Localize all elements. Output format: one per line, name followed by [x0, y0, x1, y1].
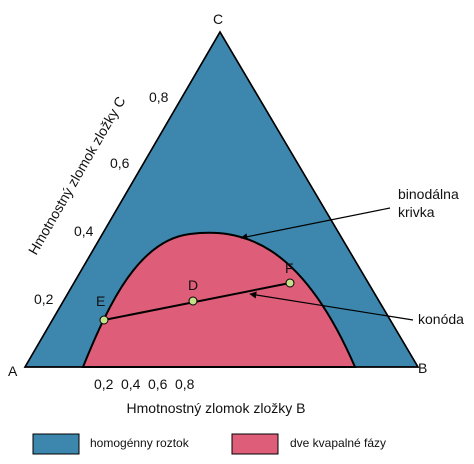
- vertex-c-label: C: [213, 11, 223, 27]
- point-e-marker: [99, 315, 109, 325]
- point-d-label: D: [188, 277, 198, 293]
- tieline-arrow: [249, 291, 414, 321]
- b-tick-0.8: 0,8: [175, 376, 195, 392]
- b-tick-0.4: 0,4: [121, 376, 141, 392]
- binodal-arrow: [240, 207, 391, 241]
- legend-two-phase-swatch: [231, 433, 279, 455]
- tieline-annotation: konóda: [418, 311, 464, 327]
- point-d-marker: [188, 296, 198, 306]
- legend-two-phase-label: dve kvapalné fázy: [290, 436, 386, 450]
- triangle-outline: [23, 30, 420, 368]
- c-tick-0.2: 0,2: [34, 291, 54, 307]
- b-tick-0.6: 0,6: [148, 376, 168, 392]
- binodal-curve-region: [81, 231, 357, 368]
- vertex-b-label: B: [418, 360, 427, 376]
- binodal-annotation-line1: binodálna: [398, 186, 459, 202]
- axis-b-title: Hmotnostný zlomok zložky B: [127, 400, 306, 416]
- vertex-a-label: A: [8, 363, 18, 379]
- c-tick-0.6: 0,6: [110, 155, 130, 171]
- c-tick-0.4: 0,4: [74, 223, 94, 239]
- binodal-annotation-line2: krivka: [398, 204, 435, 220]
- legend-homogeneous-swatch: [32, 433, 80, 455]
- point-f-marker: [285, 278, 295, 288]
- legend-homogeneous-label: homogénny roztok: [90, 436, 190, 450]
- c-tick-0.8: 0,8: [149, 89, 169, 105]
- b-tick-0.2: 0,2: [94, 376, 114, 392]
- point-e-label: E: [96, 293, 105, 309]
- point-f-label: F: [285, 260, 294, 276]
